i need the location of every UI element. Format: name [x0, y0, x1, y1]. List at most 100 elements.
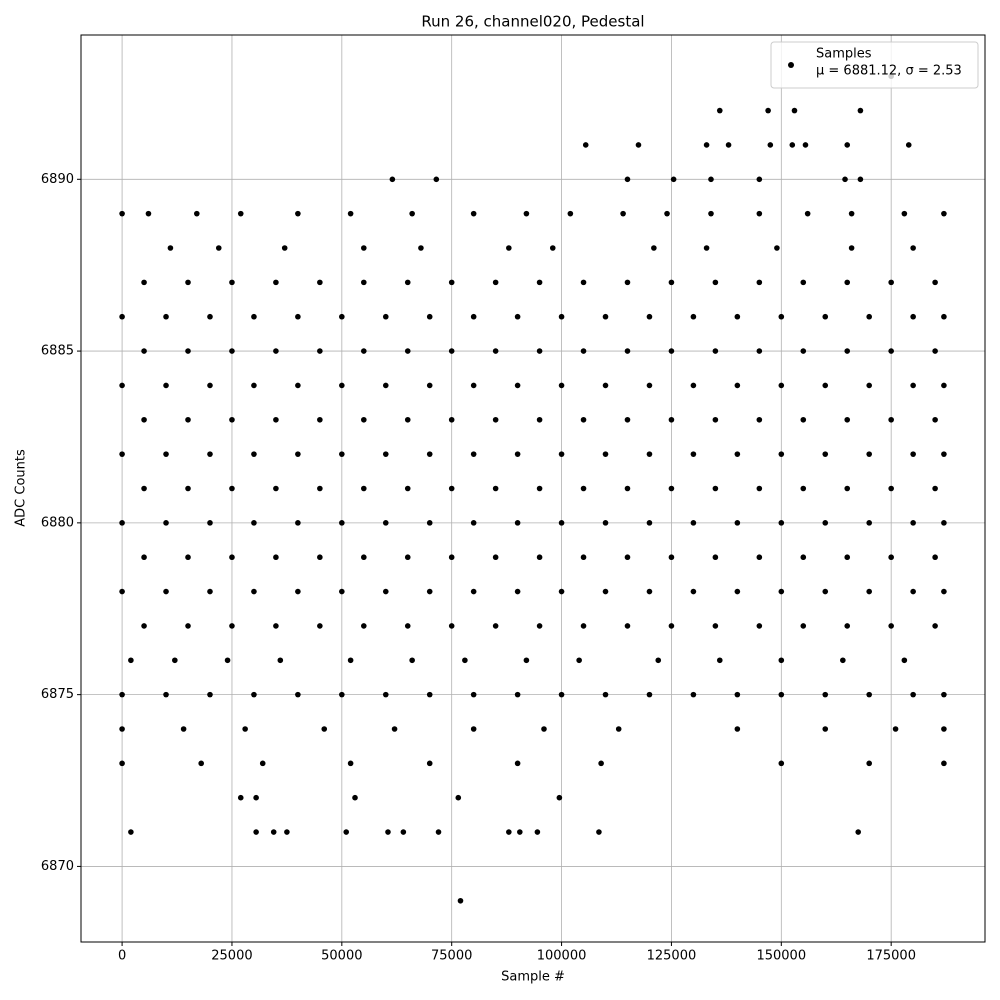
- point: [941, 691, 947, 698]
- point: [492, 554, 499, 561]
- point: [844, 623, 851, 629]
- point: [207, 313, 213, 320]
- point: [822, 451, 829, 457]
- point: [361, 279, 367, 286]
- point: [145, 210, 152, 217]
- point: [273, 279, 279, 286]
- point: [778, 520, 785, 526]
- point: [602, 691, 609, 698]
- point: [382, 691, 389, 698]
- point: [598, 760, 604, 767]
- point: [207, 520, 213, 526]
- point: [339, 382, 345, 389]
- x-axis-label: Sample #: [501, 970, 565, 985]
- x-tick-label: 25000: [211, 949, 252, 964]
- point: [517, 829, 523, 835]
- point: [284, 829, 290, 835]
- point: [167, 245, 174, 251]
- point: [470, 313, 477, 320]
- point: [624, 416, 631, 423]
- point: [888, 485, 894, 492]
- point: [756, 348, 763, 354]
- point: [646, 451, 653, 457]
- point: [567, 210, 574, 217]
- point: [448, 485, 455, 492]
- x-tick-label: 50000: [321, 949, 362, 964]
- point: [842, 176, 848, 183]
- point: [361, 623, 367, 629]
- point: [409, 210, 415, 217]
- point: [888, 623, 894, 629]
- point: [646, 313, 653, 320]
- point: [180, 726, 187, 732]
- point: [119, 520, 125, 526]
- point: [580, 554, 587, 561]
- x-tick-label: 125000: [647, 949, 697, 964]
- point: [789, 142, 796, 148]
- point: [382, 382, 389, 389]
- point: [664, 210, 670, 217]
- point: [765, 107, 771, 114]
- point: [185, 623, 191, 629]
- point: [651, 245, 657, 251]
- point: [352, 794, 358, 801]
- point: [624, 485, 631, 492]
- point: [778, 588, 785, 595]
- point: [646, 588, 653, 595]
- point: [389, 176, 396, 183]
- point: [536, 554, 543, 561]
- point: [339, 691, 345, 698]
- point: [778, 451, 785, 457]
- point: [339, 520, 345, 526]
- point: [224, 657, 231, 664]
- point: [712, 416, 719, 423]
- point: [778, 313, 785, 320]
- point: [866, 382, 872, 389]
- point: [844, 485, 851, 492]
- point: [448, 623, 455, 629]
- point: [703, 142, 710, 148]
- point: [596, 829, 602, 835]
- point: [690, 520, 697, 526]
- point: [141, 416, 147, 423]
- point: [712, 485, 719, 492]
- point: [400, 829, 407, 835]
- point: [492, 485, 499, 492]
- point: [932, 348, 938, 354]
- point: [347, 210, 354, 217]
- point: [347, 657, 354, 664]
- point: [712, 348, 719, 354]
- point: [273, 416, 279, 423]
- point: [470, 588, 477, 595]
- point: [888, 416, 894, 423]
- point: [734, 726, 741, 732]
- point: [470, 691, 477, 698]
- point: [163, 382, 169, 389]
- point: [646, 520, 653, 526]
- legend-box: [770, 41, 979, 89]
- point: [523, 210, 530, 217]
- point: [470, 210, 477, 217]
- point: [888, 348, 894, 354]
- point: [558, 313, 565, 320]
- point: [426, 588, 433, 595]
- point: [514, 691, 521, 698]
- point: [774, 245, 780, 251]
- point: [273, 485, 279, 492]
- point: [119, 451, 125, 457]
- point: [580, 485, 587, 492]
- point: [580, 348, 587, 354]
- point: [163, 691, 169, 698]
- point: [756, 279, 763, 286]
- point: [215, 245, 222, 251]
- point: [185, 279, 191, 286]
- point: [163, 313, 169, 320]
- point: [119, 726, 125, 732]
- point: [295, 588, 301, 595]
- point: [624, 176, 631, 183]
- point: [229, 485, 235, 492]
- point: [385, 829, 391, 835]
- point: [185, 416, 191, 423]
- point: [725, 142, 732, 148]
